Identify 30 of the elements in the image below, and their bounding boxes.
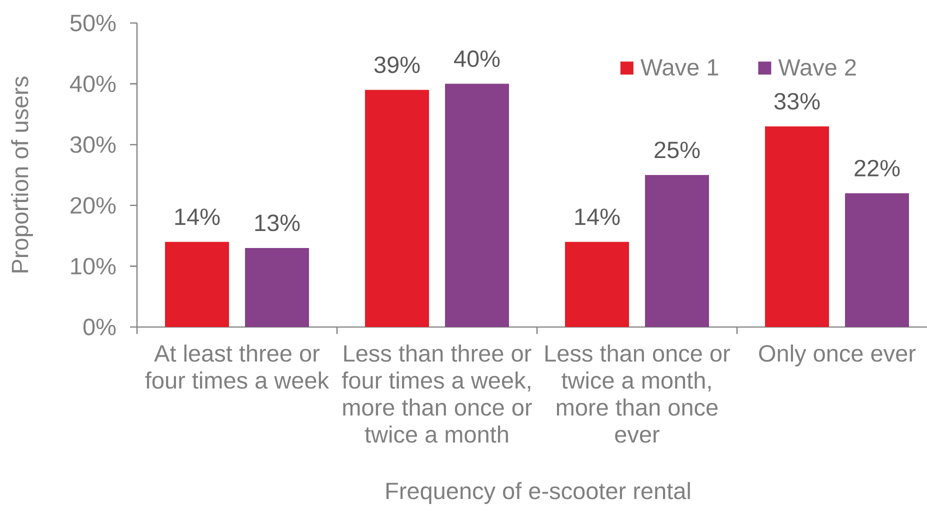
data-label: 14% <box>175 208 220 226</box>
bar <box>245 248 310 327</box>
legend-label: Wave 2 <box>778 59 856 76</box>
data-label: 40% <box>454 50 500 68</box>
x-tick-label: Less than once or twice a month, more than once ever <box>546 344 730 443</box>
y-tick-label: 0% <box>83 318 116 336</box>
x-tick-label: At least three or four times a week <box>145 344 330 389</box>
y-tick-label: 40% <box>70 75 116 92</box>
legend-label: Wave 1 <box>640 59 718 76</box>
data-label: 13% <box>255 214 300 232</box>
x-axis-title: Frequency of e-scooter rental <box>386 482 690 504</box>
y-tick-label: 10% <box>71 258 116 275</box>
data-label: 25% <box>654 142 700 158</box>
bar <box>365 90 430 327</box>
data-label: 33% <box>774 92 820 110</box>
x-tick-label: Only once ever <box>759 344 916 366</box>
bar <box>645 174 709 327</box>
y-tick-label: 20% <box>70 197 116 214</box>
y-tick-label: 50% <box>70 14 116 32</box>
bar <box>764 126 829 327</box>
data-label: 14% <box>575 208 620 226</box>
data-label: 22% <box>854 160 900 176</box>
bar <box>565 242 629 327</box>
y-tick-label: 30% <box>70 136 116 153</box>
bar <box>445 84 509 327</box>
bar <box>165 242 230 327</box>
bar <box>844 193 909 327</box>
y-axis-title: Proportion of users <box>11 76 33 272</box>
data-label: 39% <box>374 56 420 74</box>
x-tick-label: Less than three or four times a week, more than once or twice a month <box>342 344 532 443</box>
